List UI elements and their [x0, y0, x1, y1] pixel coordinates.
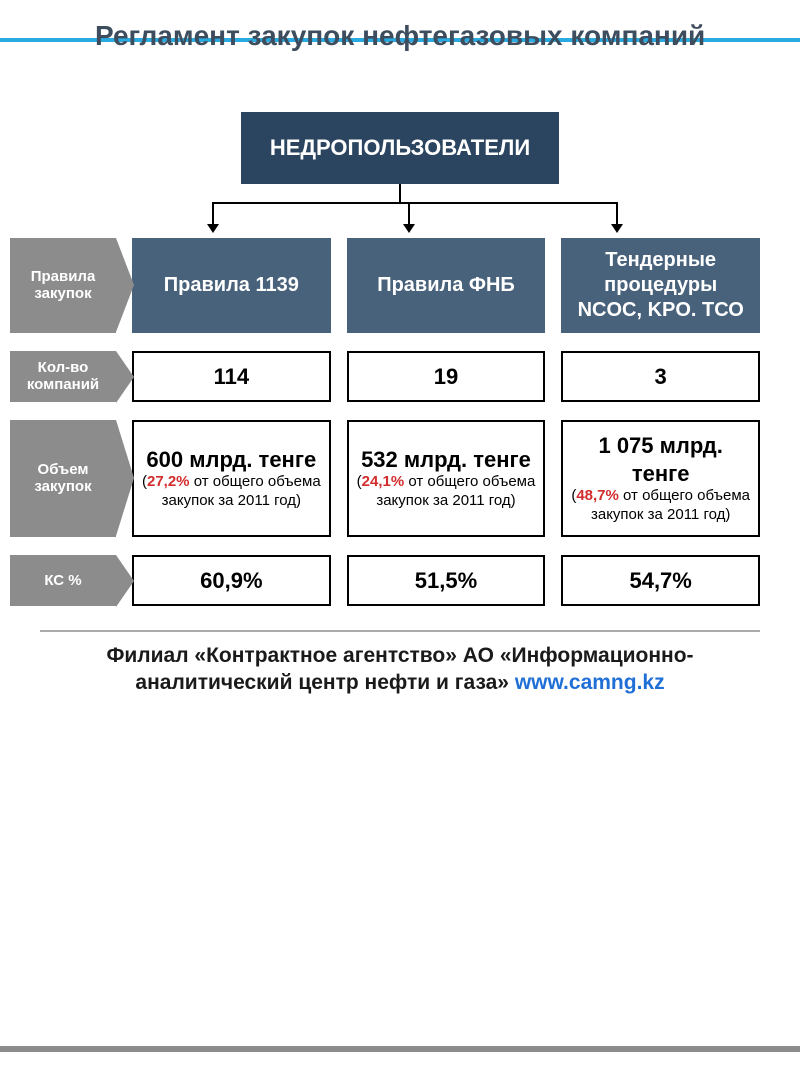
arrowhead-icon — [403, 224, 415, 233]
arrowhead-icon — [207, 224, 219, 233]
count-value: 3 — [655, 363, 667, 391]
count-value: 114 — [214, 363, 250, 391]
volume-sub: (24,1% от общего объема закупок за 2011 … — [355, 473, 538, 511]
count-cell: 3 — [561, 351, 760, 403]
row-label-volume: Объем закупок — [10, 420, 116, 537]
volume-pct: 27,2% — [147, 473, 190, 490]
volume-cell: 600 млрд. тенге (27,2% от общего объема … — [132, 420, 331, 537]
bottom-bar — [0, 1046, 800, 1052]
kc-value: 54,7% — [629, 567, 691, 595]
count-cell: 114 — [132, 351, 331, 403]
kc-value: 60,9% — [200, 567, 262, 595]
volume-cell: 532 млрд. тенге (24,1% от общего объема … — [347, 420, 546, 537]
volume-sub: (27,2% от общего объема закупок за 2011 … — [140, 473, 323, 511]
volume-big: 532 млрд. тенге — [361, 446, 531, 474]
top-node: НЕДРОПОЛЬЗОВАТЕЛИ — [241, 112, 559, 184]
count-value: 19 — [434, 363, 458, 391]
row-label-count: Кол-во компаний — [10, 351, 116, 403]
volume-pct: 48,7% — [576, 487, 619, 504]
footer-text: Филиал «Контрактное агентство» АО «Инфор… — [0, 632, 800, 697]
kc-cell: 60,9% — [132, 555, 331, 607]
count-cell: 19 — [347, 351, 546, 403]
data-grid: Правила закупок Правила 1139 Правила ФНБ… — [0, 238, 800, 607]
arrowhead-icon — [611, 224, 623, 233]
volume-cell: 1 075 млрд. тенге (48,7% от общего объем… — [561, 420, 760, 537]
row-label-kc: КС % — [10, 555, 116, 607]
row-label-rules: Правила закупок — [10, 238, 116, 333]
kc-cell: 51,5% — [347, 555, 546, 607]
volume-big: 1 075 млрд. тенге — [569, 432, 752, 487]
connector-group — [0, 190, 800, 238]
rules-cell: Тендерные процедуры NCOC, KPO. ТСО — [561, 238, 760, 333]
page-title: Регламент закупок нефтегазовых компаний — [0, 0, 800, 52]
volume-big: 600 млрд. тенге — [146, 446, 316, 474]
connector-horizontal — [212, 202, 616, 204]
rules-cell: Правила ФНБ — [347, 238, 546, 333]
kc-value: 51,5% — [415, 567, 477, 595]
kc-cell: 54,7% — [561, 555, 760, 607]
volume-sub: (48,7% от общего объема закупок за 2011 … — [569, 487, 752, 525]
footer-link[interactable]: www.camng.kz — [515, 671, 665, 694]
connector-stem — [399, 184, 401, 202]
rules-cell: Правила 1139 — [132, 238, 331, 333]
volume-pct: 24,1% — [362, 473, 405, 490]
